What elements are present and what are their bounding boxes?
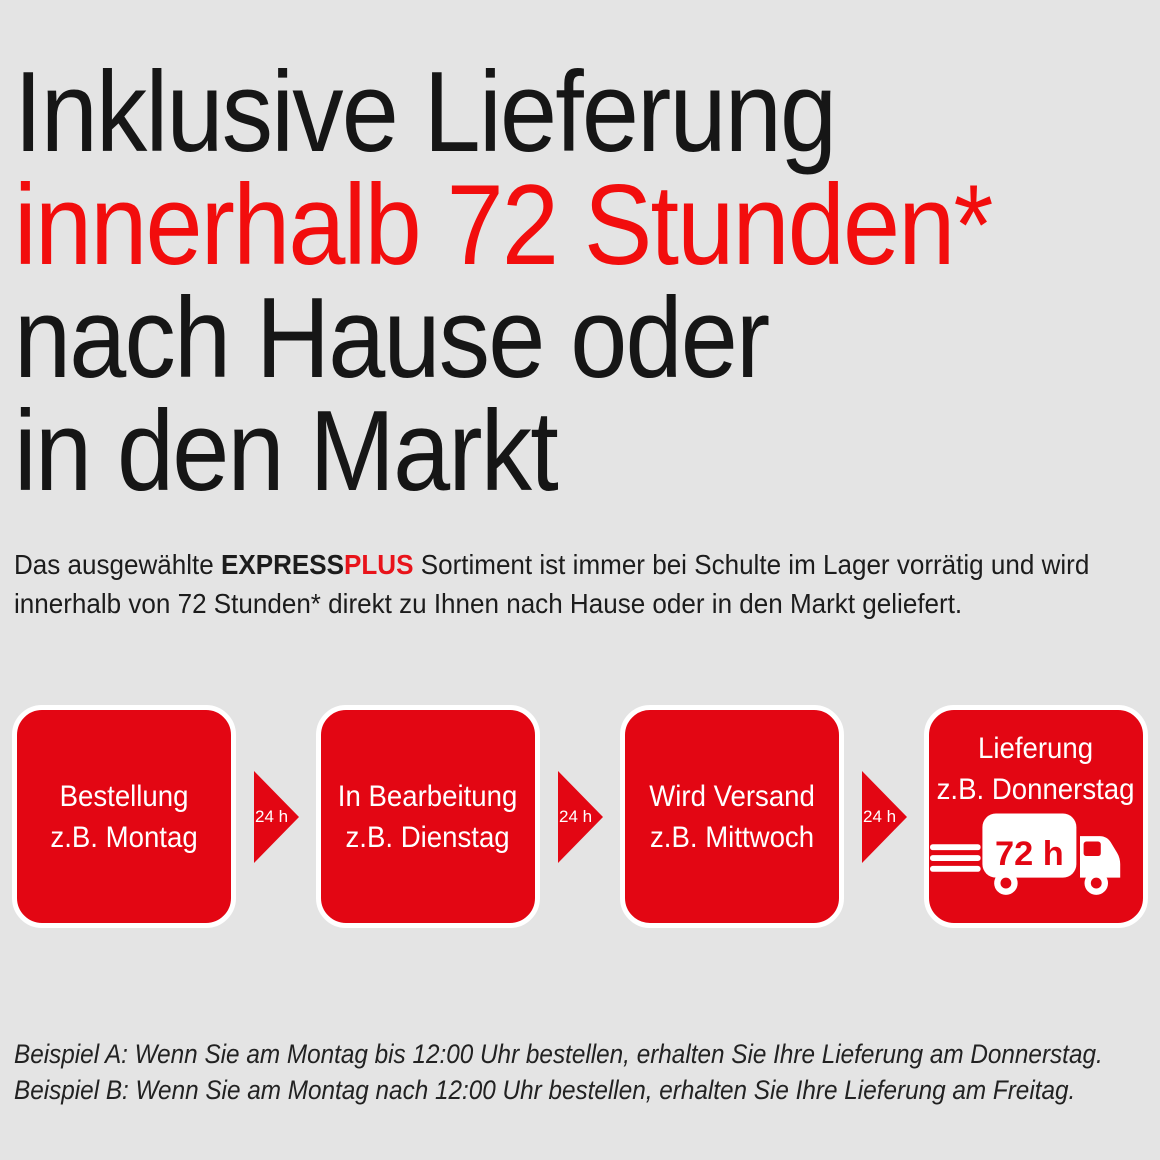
step-title: Lieferung — [978, 732, 1094, 765]
arrow-right-icon — [557, 770, 603, 863]
headline: Inklusive Lieferung innerhalb 72 Stunden… — [14, 49, 1100, 515]
intro-line-2: innerhalb von 72 Stunden* direkt zu Ihne… — [14, 588, 963, 619]
step-subtitle: z.B. Mittwoch — [649, 820, 815, 854]
truck-72h-label: 72 h — [995, 835, 1064, 873]
intro-line1-suffix: Sortiment ist immer bei Schulte im Lager… — [413, 549, 1090, 580]
headline-line-2: innerhalb 72 Stunden* — [14, 162, 993, 289]
step-subtitle: z.B. Dienstag — [345, 820, 511, 854]
intro-text: Das ausgewählte EXPRESSPLUS Sortiment is… — [14, 545, 1089, 623]
step-text: In Bearbeitung z.B. Dienstag — [338, 776, 518, 858]
brand-express: EXPRESS — [220, 549, 345, 580]
step-bestellung: Bestellung z.B. Montag — [12, 705, 236, 928]
intro-line1-prefix: Das ausgewählte — [14, 549, 221, 580]
headline-line-1: Inklusive Lieferung — [14, 49, 837, 176]
step-text: Lieferung z.B. Donnerstag — [937, 728, 1135, 810]
headline-line-3: nach Hause oder — [14, 275, 770, 402]
arrow-24h-3: 24 h — [844, 705, 924, 928]
step-text: Wird Versand z.B. Mittwoch — [649, 776, 815, 858]
step-lieferung: Lieferung z.B. Donnerstag 72 h — [924, 705, 1148, 928]
examples-footnote: Beispiel A: Wenn Sie am Montag bis 12:00… — [14, 1036, 1103, 1108]
step-title: Bestellung — [59, 779, 189, 813]
step-wird-versand: Wird Versand z.B. Mittwoch — [620, 705, 844, 928]
step-text: Bestellung z.B. Montag — [50, 776, 197, 858]
arrow-24h-2: 24 h — [540, 705, 620, 928]
delivery-truck-icon: 72 h — [930, 813, 1121, 896]
step-title: Wird Versand — [649, 779, 815, 813]
step-subtitle: z.B. Montag — [50, 820, 198, 854]
example-a: Beispiel A: Wenn Sie am Montag bis 12:00… — [14, 1039, 1103, 1069]
arrow-24h-1: 24 h — [236, 705, 316, 928]
arrow-right-icon — [861, 770, 907, 863]
example-b: Beispiel B: Wenn Sie am Montag nach 12:0… — [14, 1075, 1076, 1105]
step-subtitle: z.B. Donnerstag — [937, 773, 1135, 806]
step-in-bearbeitung: In Bearbeitung z.B. Dienstag — [316, 705, 540, 928]
arrow-label: 24 h — [255, 806, 289, 826]
step-title: In Bearbeitung — [338, 779, 518, 813]
arrow-label: 24 h — [559, 806, 593, 826]
intro-line-1: Das ausgewählte EXPRESSPLUS Sortiment is… — [14, 545, 1089, 584]
arrow-right-icon — [253, 770, 299, 863]
arrow-label: 24 h — [863, 806, 897, 826]
brand-plus: PLUS — [344, 549, 414, 580]
process-flow: Bestellung z.B. Montag 24 h In Bearbeitu… — [12, 705, 1148, 928]
truck-window — [1083, 841, 1101, 857]
headline-line-4: in den Markt — [14, 388, 559, 515]
